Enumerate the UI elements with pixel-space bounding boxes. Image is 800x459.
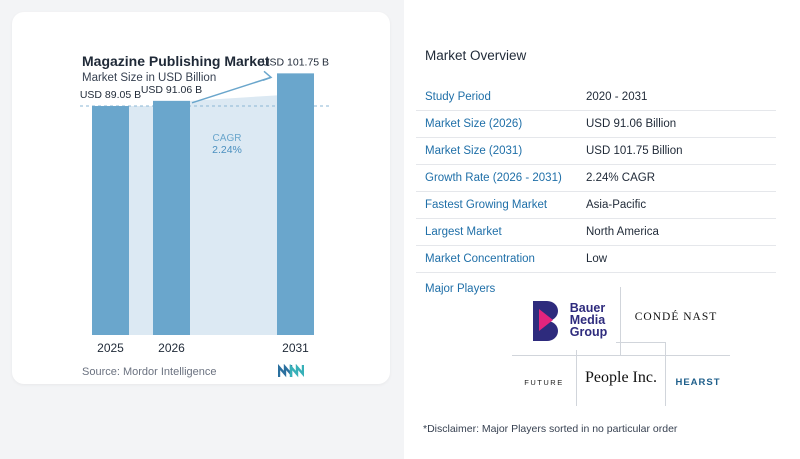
disclaimer-text: *Disclaimer: Major Players sorted in no … bbox=[423, 423, 678, 435]
category-label: 2031 bbox=[282, 341, 309, 355]
major-players-label: Major Players bbox=[425, 283, 496, 295]
bar-2031 bbox=[277, 73, 314, 335]
bauer-logo-text: Media bbox=[569, 313, 606, 327]
category-label: 2026 bbox=[158, 341, 185, 355]
overview-row: Growth Rate (2026 - 2031) 2.24% CAGR bbox=[416, 165, 776, 192]
overview-value: USD 91.06 Billion bbox=[586, 118, 677, 130]
data-label: USD 89.05 B bbox=[80, 89, 141, 101]
category-label: 2025 bbox=[97, 341, 124, 355]
overview-row: Fastest Growing Market Asia-Pacific bbox=[416, 192, 776, 219]
overview-row: Market Size (2031) USD 101.75 Billion bbox=[416, 138, 776, 165]
bar-2025 bbox=[92, 106, 129, 335]
overview-value: USD 101.75 Billion bbox=[586, 145, 683, 157]
bar-2026 bbox=[153, 100, 190, 336]
hearst-logo: HEARST bbox=[668, 368, 728, 396]
chart-title: Magazine Publishing Market bbox=[82, 53, 270, 69]
overview-value: Low bbox=[586, 253, 608, 265]
overview-label: Fastest Growing Market bbox=[425, 199, 548, 211]
overview-label: Study Period bbox=[425, 91, 491, 103]
source-text: Source: Mordor Intelligence bbox=[82, 366, 217, 378]
logo-divider bbox=[576, 342, 666, 343]
mordor-intelligence-logo-icon bbox=[278, 364, 304, 378]
overview-label: Largest Market bbox=[425, 226, 502, 238]
overview-row: Largest Market North America bbox=[416, 219, 776, 246]
overview-value: 2.24% CAGR bbox=[586, 172, 656, 184]
bauer-media-group-logo: Bauer Media Group bbox=[520, 290, 616, 350]
logo-divider bbox=[665, 342, 666, 406]
overview-row: Study Period 2020 - 2031 bbox=[416, 84, 776, 111]
overview-row: Market Size (2026) USD 91.06 Billion bbox=[416, 111, 776, 138]
conde-nast-logo: CONDÉ NAST bbox=[626, 300, 726, 334]
chart-subtitle: Market Size in USD Billion bbox=[82, 72, 217, 84]
data-label: USD 101.75 B bbox=[262, 56, 329, 68]
bauer-play-icon bbox=[532, 301, 558, 341]
overview-value: North America bbox=[586, 226, 659, 238]
overview-label: Market Concentration bbox=[425, 253, 535, 265]
overview-table: Study Period 2020 - 2031 Market Size (20… bbox=[416, 84, 776, 273]
data-label: USD 91.06 B bbox=[141, 84, 202, 96]
logo-divider bbox=[576, 342, 577, 406]
bauer-logo-text: Group bbox=[569, 325, 608, 339]
future-logo: FUTURE bbox=[514, 368, 574, 396]
cagr-label: CAGR bbox=[213, 133, 242, 144]
cagr-arrow bbox=[191, 76, 272, 104]
logo-divider bbox=[512, 355, 730, 356]
overview-row: Market Concentration Low bbox=[416, 246, 776, 273]
bauer-logo-text: Bauer bbox=[569, 301, 606, 315]
cagr-band bbox=[129, 95, 277, 335]
overview-label: Market Size (2026) bbox=[425, 118, 523, 130]
people-inc-logo: People Inc. bbox=[580, 360, 662, 396]
overview-label: Market Size (2031) bbox=[425, 145, 523, 157]
overview-value: Asia-Pacific bbox=[586, 199, 647, 211]
cagr-value: 2.24% bbox=[212, 144, 242, 156]
overview-title: Market Overview bbox=[425, 48, 527, 63]
overview-label: Growth Rate (2026 - 2031) bbox=[425, 172, 562, 184]
market-size-chart: USD 89.05 B 2025 USD 91.06 B 2026 USD 101.75… bbox=[80, 56, 330, 355]
logo-divider bbox=[620, 287, 621, 355]
overview-value: 2020 - 2031 bbox=[586, 91, 648, 103]
cagr-arrowhead bbox=[262, 70, 273, 82]
